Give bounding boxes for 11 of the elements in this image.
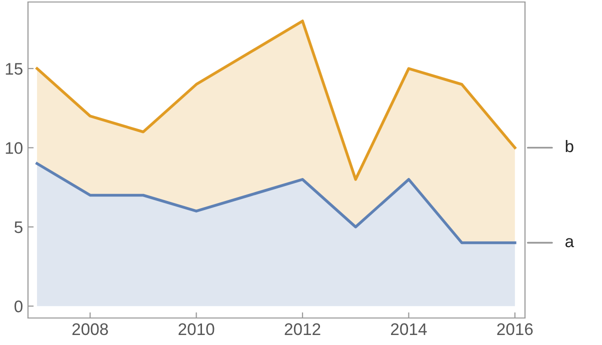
x-tick-label: 2014 <box>391 323 427 336</box>
text: b <box>566 140 574 152</box>
x-tick-label: 2010 <box>178 323 214 336</box>
x-tick-label: 2016 <box>497 323 533 336</box>
y-tick-label: 10 <box>6 142 22 154</box>
y-tick-label: 15 <box>6 63 22 75</box>
y-tick-label: 0 <box>14 300 22 312</box>
y-tick-label: 5 <box>14 221 22 234</box>
x-tick-label: 2012 <box>284 323 320 336</box>
text: a <box>565 238 574 248</box>
x-tick-label: 2008 <box>72 323 108 336</box>
